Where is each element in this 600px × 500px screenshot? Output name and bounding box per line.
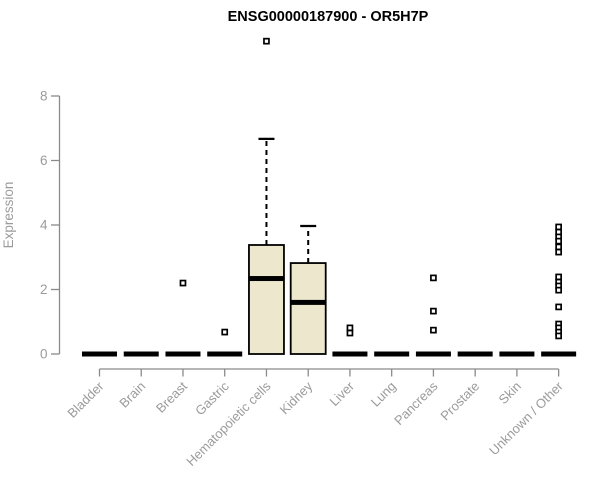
outlier-point (430, 307, 437, 315)
outlier-point (555, 248, 562, 256)
outlier-point (555, 237, 562, 245)
median-line (499, 351, 535, 357)
median-line (332, 351, 368, 357)
category-label: Liver (327, 378, 358, 409)
median-line (207, 351, 243, 357)
outlier-point (555, 332, 562, 340)
category-label: Brain (116, 379, 148, 411)
median-line (165, 351, 201, 357)
chart-title: ENSG00000187900 - OR5H7P (228, 9, 429, 25)
category-label: Prostate (437, 379, 482, 424)
category-label: Kidney (277, 378, 316, 417)
outlier-point (221, 328, 229, 336)
median-line (415, 351, 451, 357)
median-line (82, 351, 117, 357)
outlier-point (430, 326, 437, 334)
category-label: Skin (496, 379, 524, 407)
category-label: Pancreas (391, 378, 441, 428)
median-line (123, 351, 159, 357)
median-line (290, 299, 326, 305)
y-axis-tick-label: 0 (40, 347, 48, 362)
outlier-point (430, 274, 437, 282)
median-line (457, 351, 493, 357)
y-axis-tick-label: 8 (40, 89, 48, 104)
outlier-point (346, 324, 354, 332)
category-label: Gastric (192, 378, 232, 418)
y-axis-label: Expression (1, 182, 16, 249)
median-line (541, 351, 577, 357)
median-line (248, 276, 284, 282)
outlier-point (555, 223, 562, 231)
outlier-point (346, 329, 354, 337)
category-label: Lung (368, 379, 399, 410)
outlier-point (555, 286, 562, 294)
category-label: Breast (153, 378, 190, 415)
box (289, 262, 327, 355)
y-axis-tick-label: 2 (40, 282, 48, 297)
outlier-point (263, 37, 270, 45)
median-line (374, 351, 410, 357)
outlier-point (555, 273, 562, 281)
y-axis-tick-label: 4 (40, 218, 48, 233)
category-label: Unknown / Other (486, 378, 566, 458)
outlier-point (555, 303, 562, 311)
outlier-point (555, 243, 562, 251)
y-axis-tick-label: 6 (40, 153, 48, 168)
box (248, 244, 285, 355)
category-label: Bladder (64, 378, 107, 421)
outlier-point (179, 279, 187, 287)
